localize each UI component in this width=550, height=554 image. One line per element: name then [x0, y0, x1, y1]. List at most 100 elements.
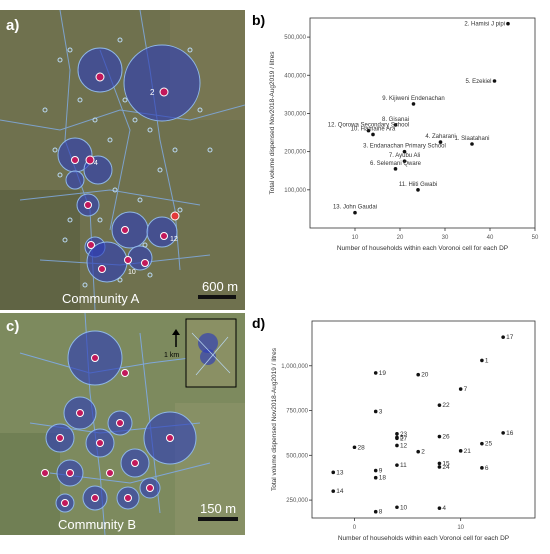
x-tick-label: 10 — [352, 235, 359, 241]
data-point-label: 25 — [485, 441, 493, 448]
community-a-map: 2 4 12 10 a) Community A 600 m — [0, 9, 246, 311]
data-point — [331, 470, 336, 475]
map-a-dp-label: 12 — [170, 236, 178, 243]
data-point — [438, 140, 443, 144]
community-a-map-svg: 2 4 12 10 a) Community A 600 m — [0, 9, 246, 311]
data-point — [395, 463, 399, 467]
data-point — [331, 489, 336, 493]
y-tick-label: 250,000 — [286, 498, 308, 504]
data-point — [437, 461, 442, 466]
data-point — [352, 445, 357, 450]
data-point — [501, 335, 505, 339]
data-point-label: 22 — [442, 402, 450, 409]
y-tick-label: 500,000 — [286, 453, 308, 459]
x-tick-label: 10 — [457, 525, 464, 531]
map-a-dp-label: 10 — [128, 269, 136, 276]
data-point — [492, 79, 497, 83]
map-b-voronoi-cells — [45, 330, 197, 513]
data-point-label: 13. John Gaudai — [333, 205, 377, 211]
map-b-distribution-points — [41, 354, 174, 507]
x-tick-label: 20 — [397, 235, 404, 241]
data-point-label: 21 — [464, 448, 472, 455]
plot-area — [309, 17, 536, 229]
data-point-label: 7 — [464, 386, 468, 393]
data-point-label: 5 — [400, 434, 404, 441]
y-axis-label: Total volume dispensed Nov2018-Aug2019 /… — [269, 51, 276, 195]
data-point — [416, 188, 420, 192]
data-point — [480, 441, 484, 446]
map-b-panel-label: c) — [6, 318, 19, 335]
data-point — [437, 506, 442, 510]
data-point-label: 9 — [379, 468, 383, 475]
map-b-inset — [172, 318, 237, 388]
data-point-label: 1. Slaatahani — [454, 136, 489, 142]
map-a-dp-label: 4 — [94, 160, 98, 167]
data-point — [501, 431, 505, 435]
community-b-map: 1 km c) Community B 150 m — [0, 312, 245, 536]
data-point-label: 16 — [506, 430, 514, 437]
x-tick-label: 0 — [353, 525, 357, 531]
data-point — [373, 468, 378, 473]
map-b-scalebar-label: 150 m — [200, 501, 236, 516]
plot-area — [311, 320, 536, 519]
y-tick-label: 300,000 — [284, 111, 306, 117]
chart-d-svg: d) 0 10 250,000 500,000 750,000 1,000,000 Numbe… — [252, 315, 536, 542]
y-tick-label: 500,000 — [284, 35, 306, 41]
map-a-terrain-patch — [0, 190, 80, 310]
data-point-label: 9. Kijiweni Endenachan — [382, 96, 444, 102]
chart-panel-label: d) — [252, 315, 265, 331]
data-point-label: 20 — [421, 372, 429, 379]
data-point-label: 19 — [379, 370, 387, 377]
map-b-inset-label: 1 km — [164, 352, 179, 359]
data-point-label: 12. Qorowa Secondary School — [328, 123, 409, 129]
map-b-scalebar — [198, 517, 238, 521]
data-point-label: 8 — [379, 509, 383, 516]
data-point — [458, 449, 463, 453]
community-b-map-svg: 1 km c) Community B 150 m — [0, 312, 245, 536]
map-a-households — [42, 37, 213, 288]
x-axis-label: Number of households within each Voronoi… — [337, 245, 508, 252]
data-point-label: 1 — [485, 357, 489, 364]
y-tick-label: 100,000 — [284, 188, 306, 194]
data-point-label: 8. Gisanai — [382, 117, 409, 123]
y-tick-label: 400,000 — [284, 73, 306, 79]
data-point — [437, 434, 442, 439]
data-point — [437, 465, 442, 469]
data-point — [366, 128, 371, 133]
data-point — [416, 449, 420, 454]
data-point — [373, 371, 378, 375]
data-point-label: 11 — [400, 462, 407, 469]
data-point — [402, 149, 407, 154]
chart-d: d) 0 10 250,000 500,000 750,000 1,000,000 Numbe… — [250, 313, 545, 549]
data-point — [393, 123, 398, 127]
data-point — [395, 432, 399, 436]
x-tick-label: 40 — [487, 235, 494, 241]
data-point-label: 12 — [400, 442, 408, 449]
data-point — [480, 358, 484, 363]
data-point-label: 3. Endanachan Primary School — [363, 144, 446, 150]
data-point — [371, 132, 375, 137]
data-point-label: 18 — [379, 475, 387, 482]
data-point — [373, 409, 378, 414]
y-tick-label: 200,000 — [284, 150, 306, 156]
data-point-label: 2. Hamisi J pipi — [464, 22, 505, 28]
data-point-label: 6. Selemani Qware — [370, 161, 422, 167]
data-point-label: 15 — [442, 460, 450, 467]
map-a-panel-label: a) — [6, 17, 19, 34]
data-point — [395, 443, 399, 448]
chart-b-svg: b) 10 20 30 40 50 100,000 200,000 300,000 400,000… — [252, 12, 539, 252]
data-point-label: 2 — [421, 449, 425, 456]
data-point — [395, 435, 399, 440]
x-tick-label: 30 — [442, 235, 449, 241]
data-point-label: 13 — [336, 469, 344, 476]
chart-b: b) 10 20 30 40 50 100,000 200,000 300,000 400,000… — [250, 10, 545, 310]
x-tick-label: 50 — [532, 235, 539, 241]
data-point — [470, 142, 474, 146]
data-point — [411, 102, 416, 106]
data-point — [506, 21, 510, 26]
y-tick-label: 750,000 — [286, 409, 308, 415]
map-a-scalebar — [198, 295, 236, 299]
map-a-distribution-points — [71, 72, 180, 273]
data-point-label: 28 — [357, 444, 365, 451]
data-point-label: 26 — [442, 434, 450, 441]
